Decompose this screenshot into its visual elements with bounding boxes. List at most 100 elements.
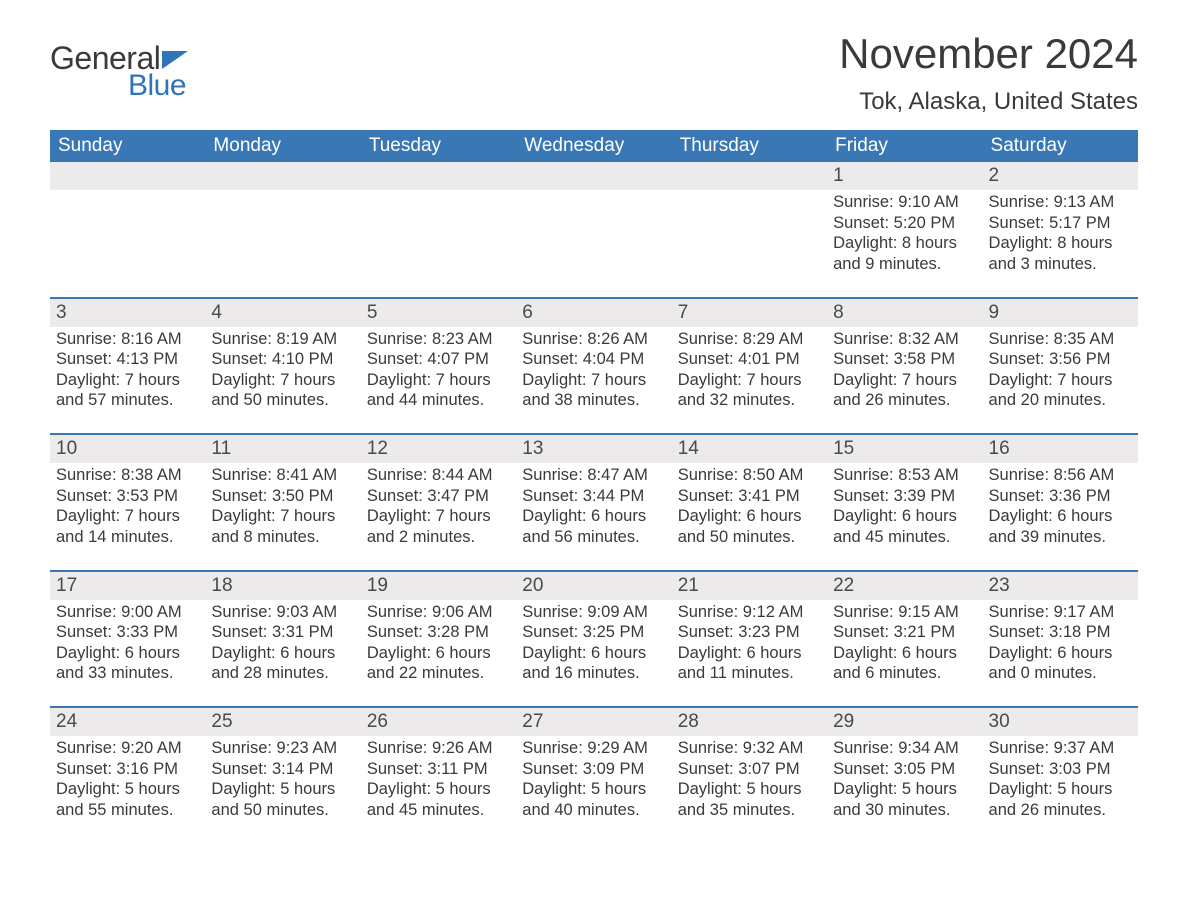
sunset-text: Sunset: 3:05 PM: [833, 759, 976, 780]
daylight-text-1: Daylight: 7 hours: [56, 370, 199, 391]
sunset-text: Sunset: 4:07 PM: [367, 349, 510, 370]
weekday-thursday: Thursday: [672, 130, 827, 162]
daylight-text-2: and 9 minutes.: [833, 254, 976, 275]
daylight-text-1: Daylight: 7 hours: [367, 506, 510, 527]
daylight-text-1: Daylight: 8 hours: [989, 233, 1132, 254]
sunrise-text: Sunrise: 9:29 AM: [522, 738, 665, 759]
daylight-text-1: Daylight: 6 hours: [678, 643, 821, 664]
day-cell: Sunrise: 9:20 AMSunset: 3:16 PMDaylight:…: [50, 736, 205, 843]
sunrise-text: Sunrise: 9:09 AM: [522, 602, 665, 623]
calendar: Sunday Monday Tuesday Wednesday Thursday…: [50, 130, 1138, 843]
day-cell: Sunrise: 8:19 AMSunset: 4:10 PMDaylight:…: [205, 327, 360, 434]
day-number: 17: [50, 572, 205, 600]
day-cell: [50, 190, 205, 297]
daylight-text-1: Daylight: 8 hours: [833, 233, 976, 254]
location-subtitle: Tok, Alaska, United States: [839, 88, 1138, 116]
day-cell: Sunrise: 8:23 AMSunset: 4:07 PMDaylight:…: [361, 327, 516, 434]
daylight-text-2: and 3 minutes.: [989, 254, 1132, 275]
weekday-header-row: Sunday Monday Tuesday Wednesday Thursday…: [50, 130, 1138, 162]
day-number: 16: [983, 435, 1138, 463]
day-number: 7: [672, 299, 827, 327]
logo-text-blue: Blue: [128, 69, 186, 103]
daylight-text-1: Daylight: 7 hours: [211, 506, 354, 527]
day-number-strip: 24252627282930: [50, 708, 1138, 736]
week-row: 24252627282930Sunrise: 9:20 AMSunset: 3:…: [50, 706, 1138, 843]
sunset-text: Sunset: 3:41 PM: [678, 486, 821, 507]
sunrise-text: Sunrise: 9:34 AM: [833, 738, 976, 759]
sunset-text: Sunset: 3:36 PM: [989, 486, 1132, 507]
day-number: 21: [672, 572, 827, 600]
daylight-text-1: Daylight: 6 hours: [56, 643, 199, 664]
sunrise-text: Sunrise: 8:23 AM: [367, 329, 510, 350]
day-number: 5: [361, 299, 516, 327]
daylight-text-2: and 38 minutes.: [522, 390, 665, 411]
sunrise-text: Sunrise: 8:16 AM: [56, 329, 199, 350]
day-cell: Sunrise: 8:35 AMSunset: 3:56 PMDaylight:…: [983, 327, 1138, 434]
sunset-text: Sunset: 4:04 PM: [522, 349, 665, 370]
day-cell: Sunrise: 8:50 AMSunset: 3:41 PMDaylight:…: [672, 463, 827, 570]
week-row: 17181920212223Sunrise: 9:00 AMSunset: 3:…: [50, 570, 1138, 707]
daylight-text-2: and 8 minutes.: [211, 527, 354, 548]
day-cell: Sunrise: 9:00 AMSunset: 3:33 PMDaylight:…: [50, 600, 205, 707]
sunrise-text: Sunrise: 9:06 AM: [367, 602, 510, 623]
daylight-text-2: and 50 minutes.: [211, 390, 354, 411]
daylight-text-1: Daylight: 7 hours: [678, 370, 821, 391]
daylight-text-2: and 20 minutes.: [989, 390, 1132, 411]
day-cell: Sunrise: 9:26 AMSunset: 3:11 PMDaylight:…: [361, 736, 516, 843]
sunrise-text: Sunrise: 9:03 AM: [211, 602, 354, 623]
sunset-text: Sunset: 3:23 PM: [678, 622, 821, 643]
day-number: 13: [516, 435, 671, 463]
day-cell: Sunrise: 8:44 AMSunset: 3:47 PMDaylight:…: [361, 463, 516, 570]
day-number-strip: 12: [50, 162, 1138, 190]
sunrise-text: Sunrise: 9:10 AM: [833, 192, 976, 213]
daylight-text-1: Daylight: 6 hours: [833, 643, 976, 664]
sunset-text: Sunset: 5:20 PM: [833, 213, 976, 234]
day-number: 25: [205, 708, 360, 736]
day-number: [50, 162, 205, 190]
daylight-text-2: and 56 minutes.: [522, 527, 665, 548]
day-number: 14: [672, 435, 827, 463]
logo-triangle-icon: [162, 51, 188, 69]
daylight-text-2: and 50 minutes.: [678, 527, 821, 548]
day-cell: Sunrise: 9:23 AMSunset: 3:14 PMDaylight:…: [205, 736, 360, 843]
daylight-text-2: and 22 minutes.: [367, 663, 510, 684]
daylight-text-2: and 39 minutes.: [989, 527, 1132, 548]
daylight-text-2: and 50 minutes.: [211, 800, 354, 821]
week-row: 3456789Sunrise: 8:16 AMSunset: 4:13 PMDa…: [50, 297, 1138, 434]
sunrise-text: Sunrise: 8:32 AM: [833, 329, 976, 350]
day-number: 30: [983, 708, 1138, 736]
day-number: 11: [205, 435, 360, 463]
daylight-text-1: Daylight: 5 hours: [678, 779, 821, 800]
day-content-row: Sunrise: 8:16 AMSunset: 4:13 PMDaylight:…: [50, 327, 1138, 434]
day-number-strip: 17181920212223: [50, 572, 1138, 600]
daylight-text-2: and 44 minutes.: [367, 390, 510, 411]
sunset-text: Sunset: 3:56 PM: [989, 349, 1132, 370]
sunrise-text: Sunrise: 9:20 AM: [56, 738, 199, 759]
sunset-text: Sunset: 3:39 PM: [833, 486, 976, 507]
sunrise-text: Sunrise: 8:35 AM: [989, 329, 1132, 350]
sunset-text: Sunset: 3:28 PM: [367, 622, 510, 643]
day-content-row: Sunrise: 9:00 AMSunset: 3:33 PMDaylight:…: [50, 600, 1138, 707]
daylight-text-2: and 40 minutes.: [522, 800, 665, 821]
daylight-text-2: and 55 minutes.: [56, 800, 199, 821]
weekday-tuesday: Tuesday: [361, 130, 516, 162]
day-cell: Sunrise: 9:29 AMSunset: 3:09 PMDaylight:…: [516, 736, 671, 843]
daylight-text-2: and 30 minutes.: [833, 800, 976, 821]
day-number: 8: [827, 299, 982, 327]
daylight-text-2: and 2 minutes.: [367, 527, 510, 548]
day-cell: [361, 190, 516, 297]
daylight-text-1: Daylight: 5 hours: [833, 779, 976, 800]
sunset-text: Sunset: 3:03 PM: [989, 759, 1132, 780]
day-cell: [205, 190, 360, 297]
daylight-text-1: Daylight: 6 hours: [522, 643, 665, 664]
day-cell: Sunrise: 8:29 AMSunset: 4:01 PMDaylight:…: [672, 327, 827, 434]
daylight-text-2: and 26 minutes.: [989, 800, 1132, 821]
daylight-text-1: Daylight: 5 hours: [367, 779, 510, 800]
daylight-text-1: Daylight: 7 hours: [367, 370, 510, 391]
sunrise-text: Sunrise: 8:29 AM: [678, 329, 821, 350]
sunset-text: Sunset: 3:11 PM: [367, 759, 510, 780]
sunset-text: Sunset: 3:33 PM: [56, 622, 199, 643]
daylight-text-1: Daylight: 6 hours: [989, 506, 1132, 527]
daylight-text-1: Daylight: 6 hours: [211, 643, 354, 664]
daylight-text-1: Daylight: 7 hours: [211, 370, 354, 391]
